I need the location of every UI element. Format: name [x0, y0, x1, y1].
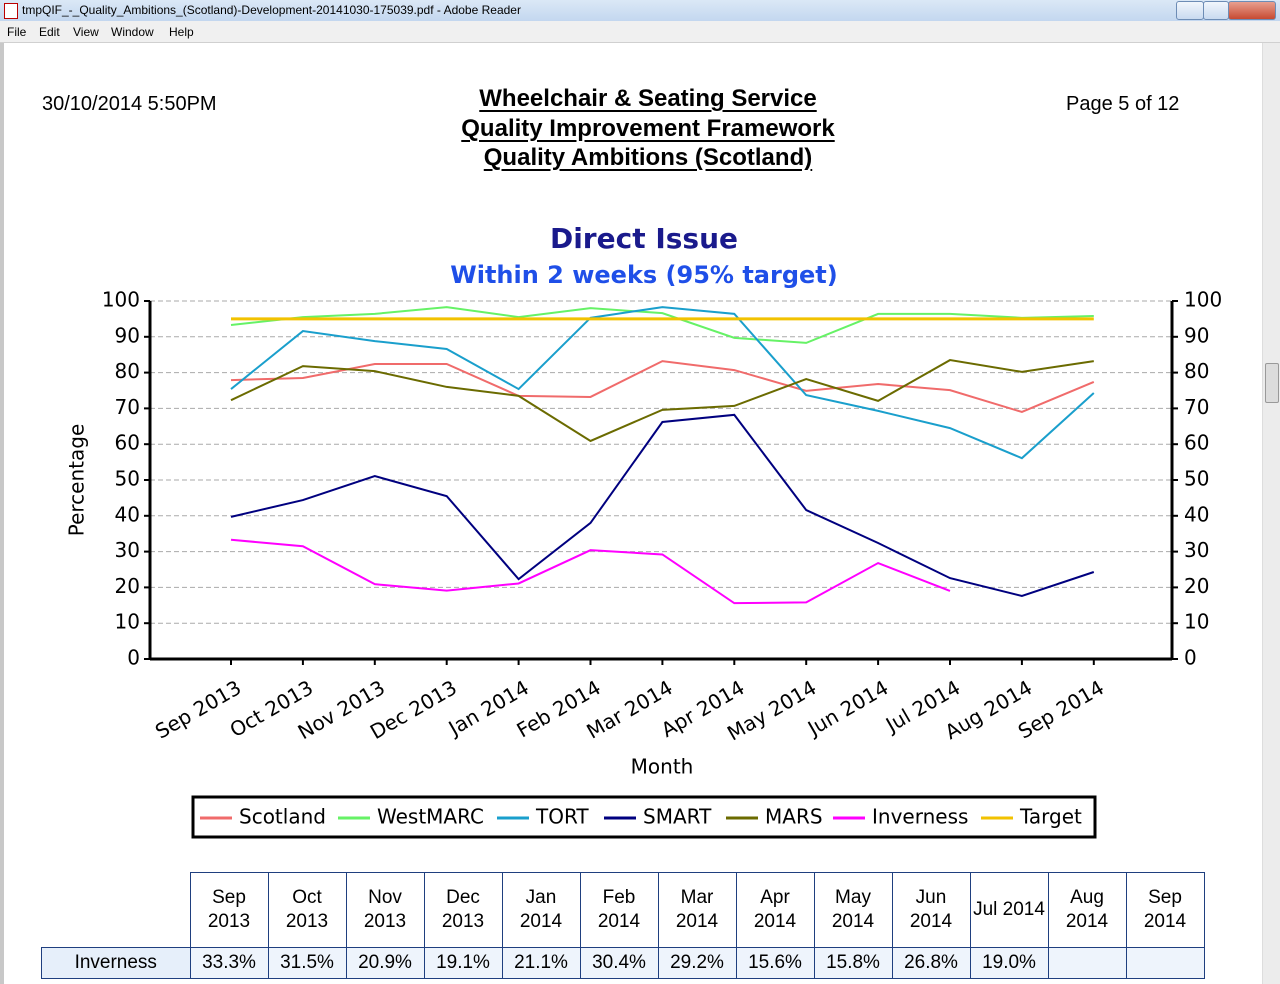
table-row: Inverness 33.3% 31.5% 20.9% 19.1% 21.1% 30.4% 2… — [41, 947, 1205, 979]
table-cell — [1125, 947, 1205, 979]
y2-tick-label: 90 — [1184, 323, 1209, 347]
title-text: Quality Ambitions (Scotland) — [483, 144, 813, 171]
close-button[interactable] — [1228, 1, 1276, 20]
series-line — [230, 413, 1095, 598]
legend-label: SMART — [643, 805, 712, 829]
series-line — [230, 360, 1095, 414]
menu-item[interactable]: Help — [169, 25, 194, 39]
y-tick-label: 10 — [115, 610, 140, 634]
table-cell: 15.6% — [735, 947, 815, 979]
menu-item[interactable]: View — [73, 25, 99, 39]
report-date: 30/10/2014 5:50PM — [42, 93, 217, 115]
row-label: Inverness — [41, 947, 191, 979]
table-cell: 29.2% — [657, 947, 737, 979]
column-header: Jan 2014 — [501, 872, 581, 948]
menu-item[interactable]: File — [7, 25, 27, 39]
y2-tick-label: 80 — [1184, 359, 1209, 383]
y-tick-label: 40 — [115, 502, 140, 526]
table-cell: 21.1% — [501, 947, 581, 979]
report-title-line: Quality Ambitions (Scotland) — [448, 144, 848, 172]
y2-tick-label: 60 — [1184, 431, 1209, 455]
table-cell — [1047, 947, 1127, 979]
scroll-thumb[interactable] — [1265, 363, 1279, 403]
y-tick-label: 100 — [102, 288, 140, 312]
y2-tick-label: 0 — [1184, 646, 1197, 670]
series-line — [230, 538, 951, 605]
report-title-line: Quality Improvement Framework — [448, 115, 848, 143]
y-tick-label: 30 — [115, 538, 140, 562]
legend-label: MARS — [765, 805, 823, 829]
column-header: Dec 2013 — [423, 872, 503, 948]
scrollbar[interactable] — [1262, 43, 1280, 984]
table-cell: 19.0% — [969, 947, 1049, 979]
y-tick-label: 80 — [115, 359, 140, 383]
y-axis-label: Percentage — [65, 424, 89, 537]
column-header: Sep 2014 — [1125, 872, 1205, 948]
report-title-line: Wheelchair & Seating Service — [448, 85, 848, 113]
column-header: Oct 2013 — [267, 872, 347, 948]
window-title: tmpQIF_-_Quality_Ambitions_(Scotland)-De… — [22, 3, 521, 17]
y2-tick-label: 100 — [1184, 288, 1222, 312]
y-tick-label: 60 — [115, 431, 140, 455]
title-bar: tmpQIF_-_Quality_Ambitions_(Scotland)-De… — [0, 0, 1280, 21]
column-header: Apr 2014 — [735, 872, 815, 948]
legend-label: TORT — [535, 805, 589, 829]
table-cell: 20.9% — [345, 947, 425, 979]
series-line — [230, 306, 1094, 344]
y-tick-label: 90 — [115, 323, 140, 347]
chart-subtitle: Within 2 weeks (95% target) — [450, 261, 837, 289]
legend-label: Scotland — [239, 805, 326, 829]
title-text: Quality Improvement Framework — [461, 115, 835, 142]
y2-tick-label: 50 — [1184, 467, 1209, 491]
column-header: Sep 2013 — [189, 872, 269, 948]
series-line — [230, 359, 1094, 443]
column-header: Aug 2014 — [1047, 872, 1127, 948]
menu-item[interactable]: Edit — [39, 25, 60, 39]
menu-item[interactable]: Window — [111, 25, 154, 39]
y2-tick-label: 30 — [1184, 538, 1209, 562]
y-tick-label: 70 — [115, 395, 140, 419]
x-tick-label: Sep 2013 — [151, 675, 245, 743]
legend-label: WestMARC — [377, 805, 484, 829]
data-table: Sep 2013 Oct 2013 Nov 2013 Dec 2013 Jan 2014… — [41, 872, 1205, 979]
y2-tick-label: 40 — [1184, 502, 1209, 526]
y2-tick-label: 20 — [1184, 574, 1209, 598]
table-header-row: Sep 2013 Oct 2013 Nov 2013 Dec 2013 Jan 2014… — [41, 872, 1205, 948]
table-cell: 30.4% — [579, 947, 659, 979]
series-line — [230, 306, 1095, 460]
y2-tick-label: 70 — [1184, 395, 1209, 419]
column-header: Feb 2014 — [579, 872, 659, 948]
table-cell: 19.1% — [423, 947, 503, 979]
app-icon — [4, 3, 18, 19]
table-cell: 33.3% — [189, 947, 269, 979]
menu-bar: File Edit View Window Help — [0, 21, 1280, 43]
x-tick-label: Jun 2014 — [802, 675, 892, 741]
page-number: Page 5 of 12 — [1066, 93, 1180, 115]
table-cell: 26.8% — [891, 947, 971, 979]
column-header: May 2014 — [813, 872, 893, 948]
chart-title: Direct Issue — [550, 222, 738, 255]
x-axis-label: Month — [631, 755, 694, 779]
column-header: Jul 2014 — [969, 872, 1049, 948]
legend-label: Target — [1019, 805, 1082, 829]
corner-cell — [41, 872, 191, 948]
column-header: Jun 2014 — [891, 872, 971, 948]
table-cell: 15.8% — [813, 947, 893, 979]
y-tick-label: 20 — [115, 574, 140, 598]
legend-label: Inverness — [872, 805, 968, 829]
table-cell: 31.5% — [267, 947, 347, 979]
title-text: Wheelchair & Seating Service — [479, 85, 817, 112]
column-header: Mar 2014 — [657, 872, 737, 948]
chart: Direct Issue Within 2 weeks (95% target)… — [65, 222, 1222, 839]
y-tick-label: 50 — [115, 467, 140, 491]
column-header: Nov 2013 — [345, 872, 425, 948]
y-tick-label: 0 — [127, 646, 140, 670]
y2-tick-label: 10 — [1184, 610, 1209, 634]
